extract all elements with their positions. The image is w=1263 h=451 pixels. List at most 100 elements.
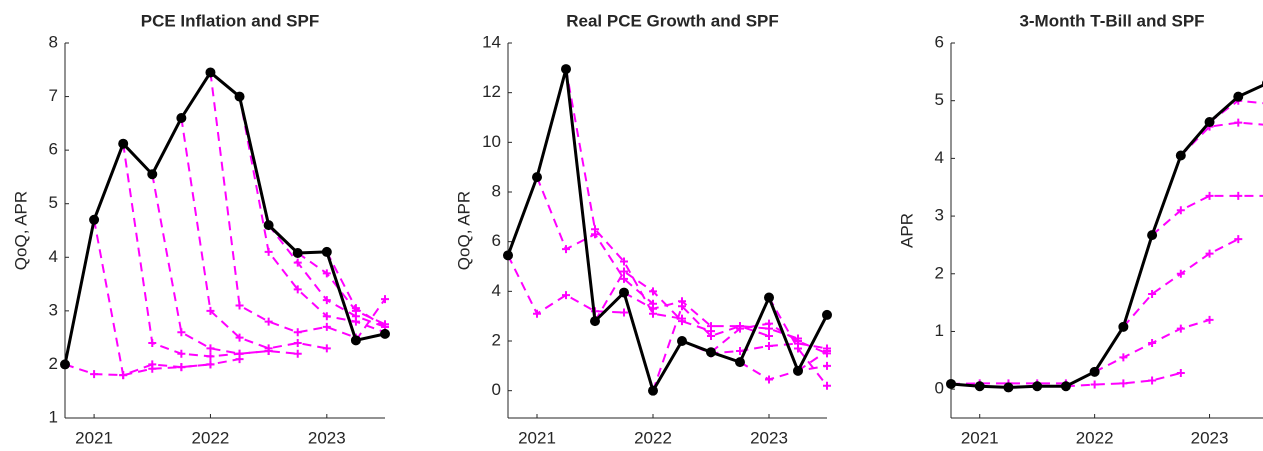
forecast-line (180, 117, 327, 350)
forecast-marker (678, 302, 686, 311)
forecast-line (652, 305, 799, 392)
actual-marker (1175, 150, 1186, 161)
actual-marker (234, 91, 245, 102)
forecast-line (739, 361, 828, 381)
y-tick-label: 14 (482, 32, 501, 51)
forecast-marker (235, 333, 244, 342)
x-tick-label: 2023 (308, 428, 346, 447)
forecast-marker (1205, 315, 1214, 324)
forecast-line (151, 174, 298, 355)
actual-line (506, 67, 829, 393)
y-tick-label: 10 (482, 132, 501, 151)
forecast-marker (1148, 376, 1157, 385)
forecast-marker (293, 258, 302, 267)
actual-marker (1060, 381, 1071, 392)
forecast-marker (823, 346, 831, 355)
forecast-marker (1176, 369, 1185, 377)
y-tick-label: 6 (935, 32, 944, 51)
actual-marker (1147, 230, 1158, 241)
forecast-marker (794, 337, 802, 346)
actual-marker (532, 172, 542, 183)
forecast-line (1180, 121, 1263, 157)
panel-title: 3-Month T-Bill and SPF (1019, 11, 1204, 30)
forecast-line (209, 72, 357, 339)
actual-marker (350, 335, 361, 346)
actual-marker (263, 220, 274, 231)
forecast-line (507, 254, 625, 315)
y-tick-label: 5 (935, 90, 944, 109)
forecast-marker (562, 245, 570, 254)
forecast-line (565, 68, 683, 320)
forecast-marker (1176, 324, 1185, 333)
forecast-marker (649, 304, 657, 313)
forecast-marker (322, 312, 331, 321)
y-tick-label: 2 (935, 263, 944, 282)
forecast-marker (823, 381, 831, 390)
x-tick-label: 2022 (192, 428, 230, 447)
forecast-marker (1148, 339, 1157, 347)
forecast-line (297, 252, 386, 326)
y-tick-label: 2 (49, 354, 58, 373)
forecast-marker (177, 363, 186, 372)
forecast-marker (177, 328, 186, 337)
panel-title: PCE Inflation and SPF (141, 11, 320, 30)
forecast-marker (678, 317, 686, 326)
forecast-marker (823, 361, 831, 370)
forecast-marker (293, 285, 302, 294)
actual-marker (321, 246, 332, 257)
forecast-marker (765, 375, 773, 384)
y-tick-label: 4 (49, 247, 58, 266)
forecast-marker (1119, 379, 1128, 388)
actual-marker (590, 316, 600, 327)
forecast-marker (562, 291, 570, 300)
forecast-marker (1234, 191, 1243, 200)
actual-line (950, 83, 1263, 389)
actual-marker (822, 309, 832, 320)
forecast-marker (765, 341, 773, 350)
forecast-marker (264, 344, 273, 353)
forecast-line (1208, 99, 1263, 123)
forecast-marker (322, 344, 331, 353)
x-tick-label: 2021 (75, 428, 113, 447)
actual-marker (706, 347, 716, 358)
forecast-marker (1234, 235, 1243, 244)
forecast-line (122, 143, 269, 358)
forecast-marker (1234, 118, 1243, 127)
y-tick-label: 0 (492, 380, 501, 399)
actual-marker (60, 359, 70, 370)
forecast-marker (90, 370, 99, 379)
panel: Real PCE Growth and SPF QoQ, APR 0 2 4 6 8 10 12… (454, 11, 832, 447)
forecast-line (950, 382, 1066, 385)
forecast-marker (264, 317, 273, 326)
forecast-marker (620, 308, 628, 317)
forecast-marker (765, 319, 773, 328)
forecast-marker (794, 344, 802, 353)
x-tick-label: 2021 (961, 428, 999, 447)
forecast-marker (707, 322, 715, 331)
actual-marker (793, 365, 803, 376)
forecast-line (797, 350, 828, 372)
panel-title: Real PCE Growth and SPF (566, 11, 779, 30)
forecast-marker (293, 328, 302, 337)
forecast-line (93, 219, 240, 377)
y-tick-label: 3 (935, 206, 944, 225)
forecast-marker (235, 301, 244, 310)
y-tick-label: 3 (49, 300, 58, 319)
forecast-marker (620, 257, 628, 266)
forecast-marker (206, 306, 215, 315)
forecast-marker (736, 346, 744, 355)
y-tick-label: 8 (492, 181, 501, 200)
forecast-marker (293, 339, 302, 347)
actual-marker (1032, 381, 1043, 392)
x-tick-label: 2023 (750, 428, 788, 447)
forecast-line (64, 363, 211, 377)
y-tick-label: 6 (492, 231, 501, 250)
forecast-marker (206, 360, 215, 369)
actual-marker (176, 113, 187, 123)
actual-marker (764, 292, 774, 303)
forecast-marker (1205, 249, 1214, 258)
y-tick-label: 2 (492, 330, 501, 349)
forecast-line (536, 176, 654, 305)
forecast-marker (1176, 206, 1185, 215)
